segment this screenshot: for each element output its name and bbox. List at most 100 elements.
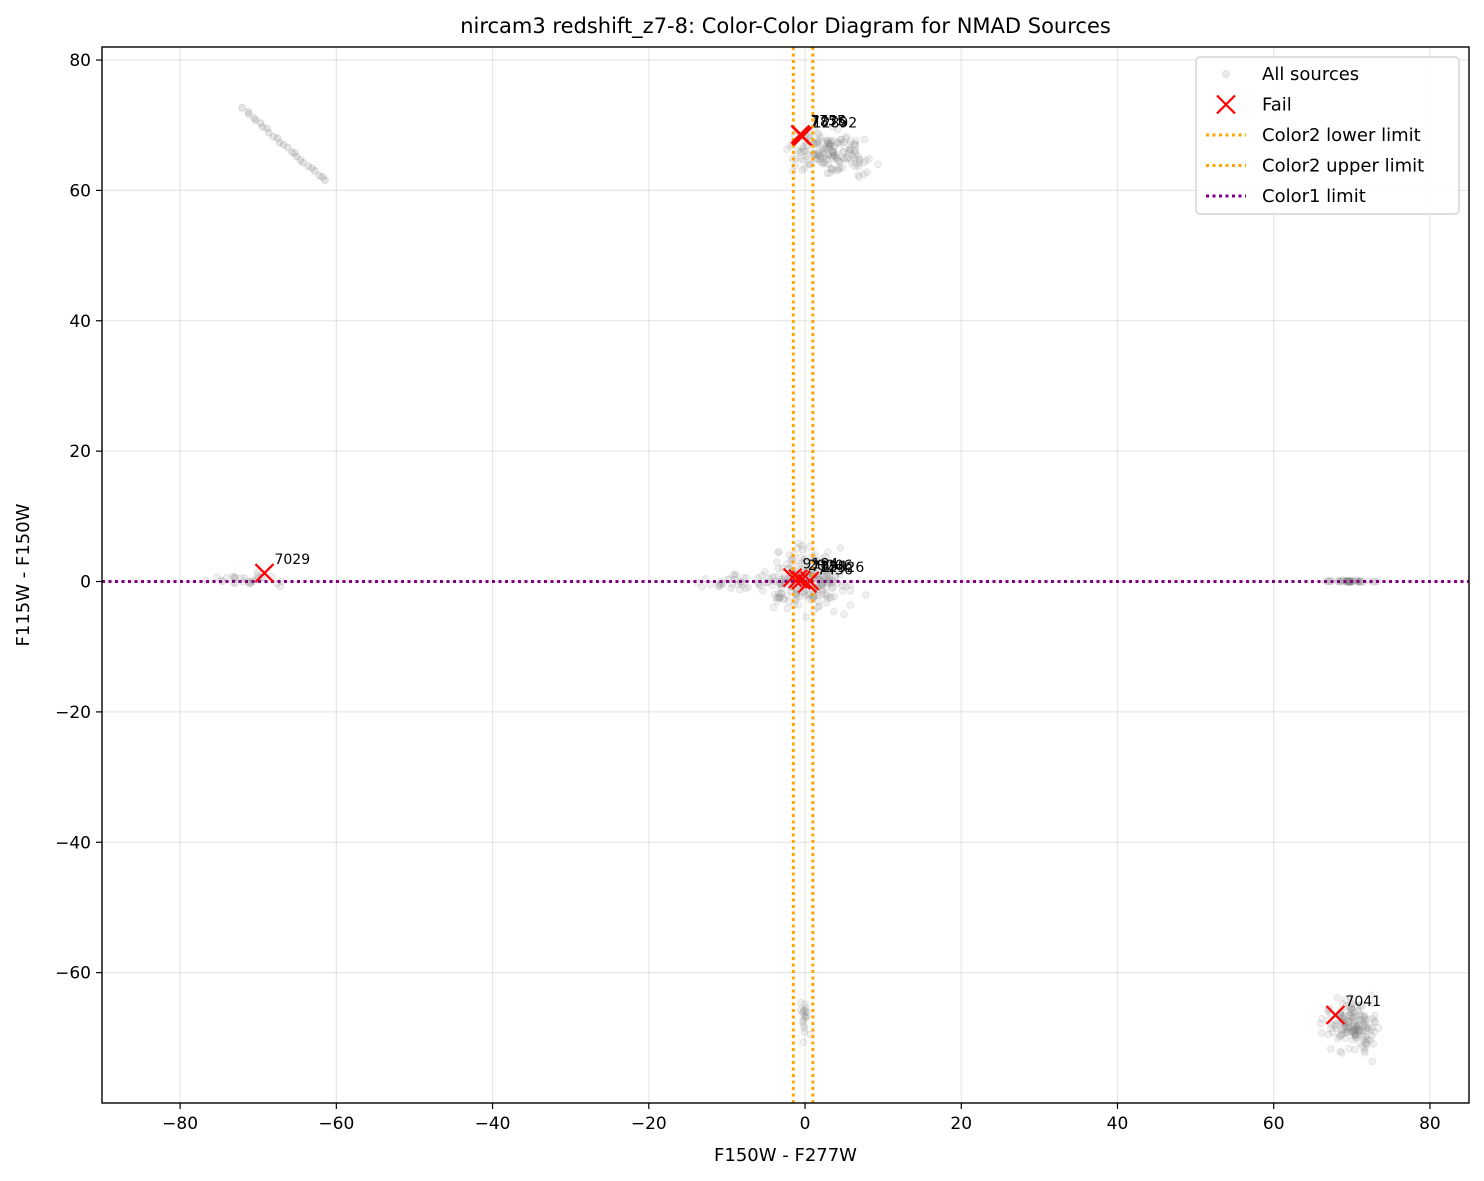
source-point xyxy=(1352,1022,1361,1030)
source-point xyxy=(1361,1024,1370,1032)
source-point xyxy=(238,104,246,112)
source-point xyxy=(813,138,822,147)
source-point xyxy=(1362,1039,1370,1048)
legend-swatch-point xyxy=(1222,70,1230,78)
source-point xyxy=(822,572,831,581)
legend-entry: Fail xyxy=(1216,95,1292,116)
source-point xyxy=(846,146,855,155)
source-point xyxy=(1370,1011,1379,1020)
source-point xyxy=(772,597,781,606)
source-point xyxy=(846,145,855,153)
source-point xyxy=(1345,1024,1354,1032)
source-point xyxy=(842,154,851,162)
fail-label: 12892 xyxy=(813,115,858,131)
source-point xyxy=(1360,1044,1369,1052)
source-point xyxy=(852,160,861,168)
source-point xyxy=(759,587,767,595)
source-point xyxy=(1350,1029,1359,1038)
source-point xyxy=(290,149,299,157)
source-point xyxy=(823,169,832,177)
source-point xyxy=(1355,1026,1363,1035)
source-point xyxy=(1354,1007,1362,1015)
legend-label: All sources xyxy=(1262,64,1359,85)
source-point xyxy=(250,114,258,122)
legend-entry: Color2 lower limit xyxy=(1206,125,1421,146)
x-tick-label: 0 xyxy=(800,1114,811,1134)
source-point xyxy=(1350,1022,1359,1030)
source-point xyxy=(828,166,837,175)
source-point xyxy=(837,135,846,144)
source-point xyxy=(835,157,843,166)
source-point xyxy=(846,137,855,146)
source-point xyxy=(862,168,871,176)
source-point xyxy=(795,593,804,601)
source-point xyxy=(826,142,835,150)
source-point xyxy=(824,151,833,159)
source-point xyxy=(839,147,847,156)
source-point xyxy=(795,539,804,548)
source-point xyxy=(823,137,831,145)
source-point xyxy=(273,134,282,143)
source-point xyxy=(1348,1027,1357,1035)
source-point xyxy=(772,558,781,566)
source-point xyxy=(783,604,792,613)
source-point xyxy=(1360,1022,1369,1031)
source-point xyxy=(851,149,860,158)
source-point xyxy=(1368,1015,1377,1023)
source-point xyxy=(1370,1028,1378,1036)
source-point xyxy=(1354,1025,1362,1033)
source-point xyxy=(798,145,807,153)
source-point xyxy=(814,591,822,600)
source-point xyxy=(848,151,857,160)
source-point xyxy=(293,152,301,161)
source-point xyxy=(822,598,831,607)
x-tick-label: −80 xyxy=(162,1114,198,1134)
source-point xyxy=(800,1006,808,1014)
source-point xyxy=(821,552,830,561)
source-point xyxy=(824,138,832,146)
source-point xyxy=(815,152,824,161)
source-point xyxy=(288,148,296,156)
source-point xyxy=(799,1009,807,1017)
source-point xyxy=(1349,1018,1357,1026)
source-point xyxy=(1358,1002,1366,1010)
source-point xyxy=(828,148,837,156)
source-point xyxy=(738,581,746,589)
source-point xyxy=(798,1018,807,1026)
source-point xyxy=(804,150,812,159)
source-point xyxy=(1354,1031,1362,1040)
source-point xyxy=(1351,1025,1360,1034)
source-point xyxy=(1368,1032,1376,1040)
source-point xyxy=(774,589,783,598)
source-point xyxy=(1358,1043,1367,1051)
source-point xyxy=(1351,1030,1360,1038)
source-point xyxy=(1360,1013,1369,1022)
source-point xyxy=(1374,1024,1383,1032)
source-point xyxy=(814,137,823,146)
source-point xyxy=(815,602,824,610)
source-point xyxy=(311,167,319,175)
source-point xyxy=(824,567,833,575)
source-point xyxy=(822,583,830,592)
source-point xyxy=(838,582,847,590)
source-point xyxy=(1338,1031,1346,1039)
source-point xyxy=(823,144,831,153)
source-point xyxy=(1352,1031,1360,1040)
source-point xyxy=(774,572,783,581)
source-point xyxy=(802,1013,810,1022)
source-point xyxy=(1342,1025,1351,1034)
source-point xyxy=(802,1003,810,1012)
source-point xyxy=(1356,1025,1365,1034)
source-point xyxy=(798,166,806,174)
fail-label: 7334 xyxy=(811,559,847,575)
source-point xyxy=(1350,1008,1359,1016)
source-point xyxy=(1327,1045,1335,1053)
source-point xyxy=(783,591,791,600)
fail-marker xyxy=(254,563,275,583)
source-point xyxy=(1348,1036,1357,1044)
y-tick-label: −40 xyxy=(55,833,91,853)
source-point xyxy=(774,564,783,572)
source-point xyxy=(1331,1020,1339,1029)
source-point xyxy=(1348,1000,1356,1009)
source-point xyxy=(1355,1028,1364,1037)
